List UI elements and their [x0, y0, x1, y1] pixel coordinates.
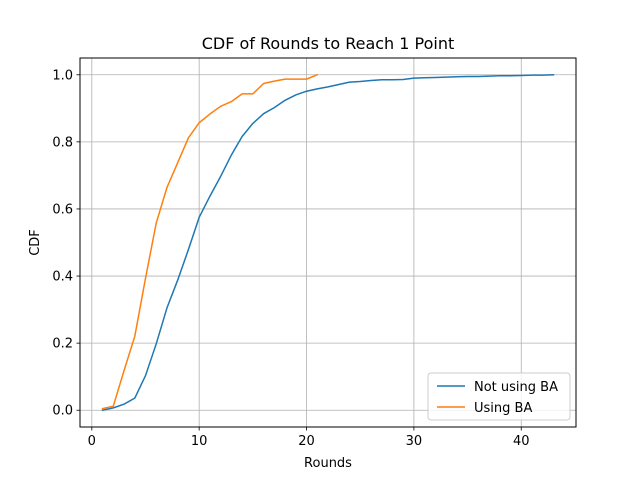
y-tick-label: 0.2 — [52, 337, 73, 352]
legend: Not using BA Using BA — [427, 372, 571, 421]
grid-lines — [80, 58, 576, 427]
y-tick-label: 0.0 — [52, 404, 73, 419]
chart-title: CDF of Rounds to Reach 1 Point — [202, 34, 455, 53]
y-tick-label: 0.4 — [52, 270, 73, 285]
axes-frame — [79, 57, 577, 428]
series-lines — [101, 73, 555, 412]
x-tick-label: 10 — [191, 434, 208, 449]
x-tick-label: 20 — [298, 434, 315, 449]
x-tick-label: 40 — [513, 434, 530, 449]
y-axis-label: CDF — [28, 229, 43, 256]
y-tick-label: 1.0 — [52, 68, 73, 83]
series-line-using-ba — [101, 73, 319, 410]
series-line-not-using-ba — [101, 73, 555, 412]
y-tick-label: 0.8 — [52, 135, 73, 150]
legend-label-not-using-ba: Not using BA — [474, 380, 558, 395]
x-tick-label: 30 — [406, 434, 423, 449]
x-axis-label: Rounds — [304, 456, 352, 471]
axis-ticks: 0 10 20 30 40 0.0 0.2 0.4 0.6 0.8 1.0 — [52, 68, 529, 449]
legend-label-using-ba: Using BA — [474, 401, 532, 416]
legend-box — [427, 372, 571, 421]
x-tick-label: 0 — [88, 434, 96, 449]
y-tick-label: 0.6 — [52, 202, 73, 217]
